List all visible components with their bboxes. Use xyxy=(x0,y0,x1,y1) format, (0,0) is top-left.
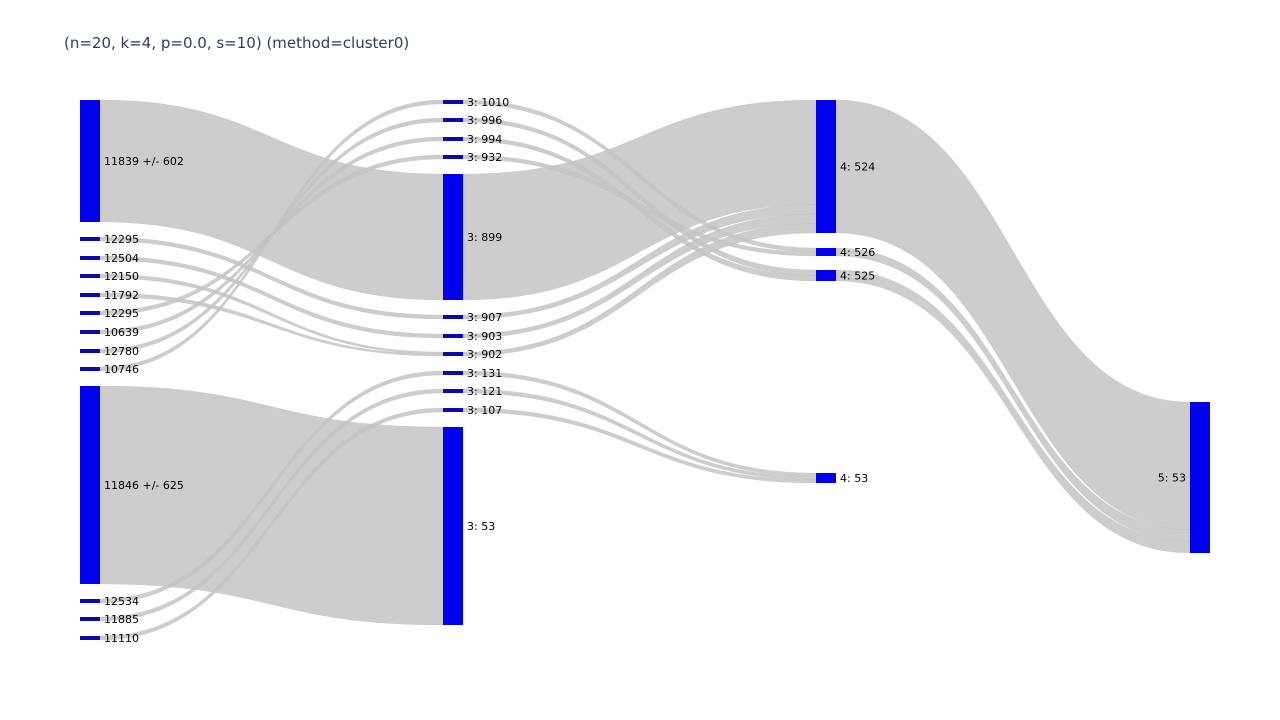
chart-title: (n=20, k=4, p=0.0, s=10) (method=cluster… xyxy=(64,34,410,52)
sankey-node-label-b4: 3: 899 xyxy=(467,231,502,244)
sankey-node-label-a3: 12150 xyxy=(104,270,139,283)
sankey-node-label-c3: 4: 53 xyxy=(840,472,868,485)
sankey-node-c1[interactable] xyxy=(816,248,836,256)
sankey-link-c0-d0[interactable] xyxy=(835,99,1191,531)
labels-layer: 11839 +/- 602 12295 12504 12150 11792 12295 10… xyxy=(104,96,1186,645)
sankey-node-a1[interactable] xyxy=(80,237,100,241)
sankey-node-a9[interactable] xyxy=(80,386,100,584)
sankey-node-label-b0: 3: 1010 xyxy=(467,96,509,109)
sankey-node-label-b6: 3: 903 xyxy=(467,330,502,343)
sankey-node-label-a10: 12534 xyxy=(104,595,139,608)
sankey-node-a8[interactable] xyxy=(80,367,100,371)
sankey-node-label-a2: 12504 xyxy=(104,252,139,265)
nodes-layer xyxy=(80,100,1210,640)
sankey-node-a5[interactable] xyxy=(80,311,100,315)
sankey-node-label-a6: 10639 xyxy=(104,326,139,339)
sankey-node-b5[interactable] xyxy=(443,315,463,319)
sankey-node-a3[interactable] xyxy=(80,274,100,278)
sankey-node-label-b8: 3: 131 xyxy=(467,367,502,380)
sankey-node-label-b11: 3: 53 xyxy=(467,520,495,533)
sankey-node-a10[interactable] xyxy=(80,599,100,603)
sankey-node-b4[interactable] xyxy=(443,174,463,300)
sankey-node-a12[interactable] xyxy=(80,636,100,640)
sankey-node-b8[interactable] xyxy=(443,371,463,375)
sankey-node-c2[interactable] xyxy=(816,270,836,281)
sankey-node-b7[interactable] xyxy=(443,352,463,356)
sankey-node-label-a12: 11110 xyxy=(104,632,139,645)
sankey-node-a11[interactable] xyxy=(80,617,100,621)
sankey-node-a2[interactable] xyxy=(80,256,100,260)
sankey-link-b8-c3[interactable] xyxy=(462,370,817,477)
sankey-node-b9[interactable] xyxy=(443,389,463,393)
sankey-node-label-c1: 4: 526 xyxy=(840,246,875,259)
sankey-node-label-d0: 5: 53 xyxy=(1158,472,1186,485)
sankey-node-label-a1: 12295 xyxy=(104,233,139,246)
sankey-node-a7[interactable] xyxy=(80,349,100,353)
sankey-node-label-c2: 4: 525 xyxy=(840,270,875,283)
sankey-node-c0[interactable] xyxy=(816,100,836,233)
sankey-node-label-b5: 3: 907 xyxy=(467,311,502,324)
sankey-node-b1[interactable] xyxy=(443,118,463,122)
sankey-node-b10[interactable] xyxy=(443,408,463,412)
sankey-node-a0[interactable] xyxy=(80,100,100,222)
sankey-node-label-b10: 3: 107 xyxy=(467,404,502,417)
sankey-node-label-a9: 11846 +/- 625 xyxy=(104,479,184,492)
sankey-node-a4[interactable] xyxy=(80,293,100,297)
sankey-node-label-a0: 11839 +/- 602 xyxy=(104,155,184,168)
links-layer xyxy=(99,99,1191,641)
sankey-node-label-b3: 3: 932 xyxy=(467,151,502,164)
sankey-node-b0[interactable] xyxy=(443,100,463,104)
sankey-node-a6[interactable] xyxy=(80,330,100,334)
sankey-node-label-a7: 12780 xyxy=(104,345,139,358)
sankey-node-b2[interactable] xyxy=(443,137,463,141)
sankey-node-label-a11: 11885 xyxy=(104,613,139,626)
sankey-node-d0[interactable] xyxy=(1190,402,1210,553)
sankey-link-b9-c3[interactable] xyxy=(462,388,817,480)
sankey-node-b6[interactable] xyxy=(443,334,463,338)
sankey-node-b11[interactable] xyxy=(443,427,463,625)
sankey-node-label-a4: 11792 xyxy=(104,289,139,302)
sankey-node-label-c0: 4: 524 xyxy=(840,161,875,174)
sankey-node-label-a5: 12295 xyxy=(104,307,139,320)
sankey-node-label-b2: 3: 994 xyxy=(467,133,502,146)
sankey-node-label-a8: 10746 xyxy=(104,363,139,376)
sankey-node-c3[interactable] xyxy=(816,473,836,483)
sankey-node-label-b1: 3: 996 xyxy=(467,114,502,127)
sankey-node-b3[interactable] xyxy=(443,155,463,159)
sankey-node-label-b9: 3: 121 xyxy=(467,385,502,398)
sankey-node-label-b7: 3: 902 xyxy=(467,348,502,361)
